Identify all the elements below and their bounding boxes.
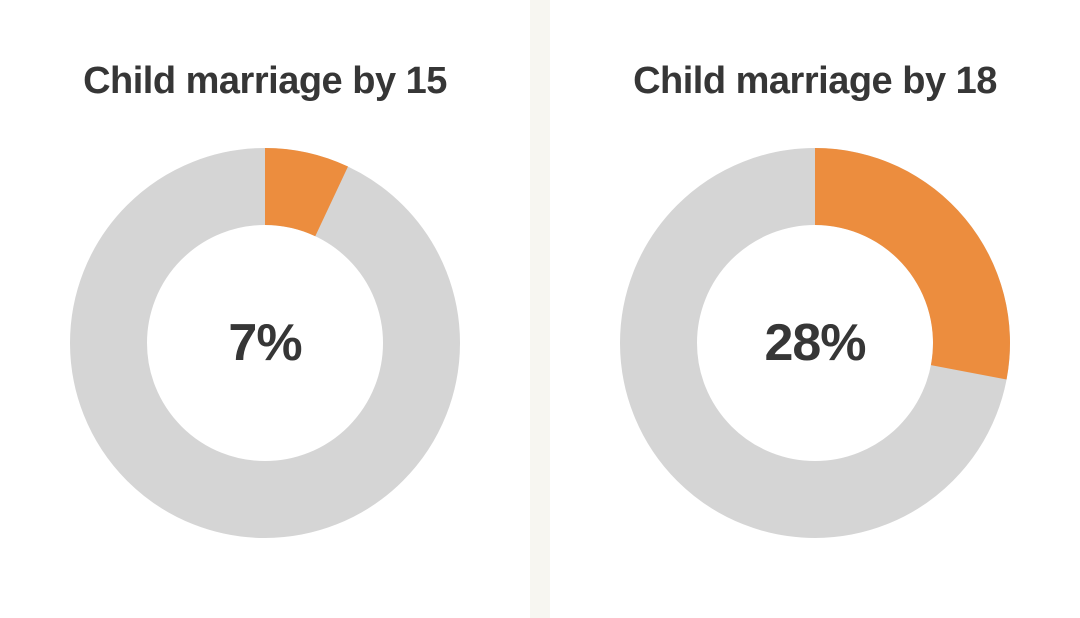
- panel-divider: [530, 0, 550, 618]
- panel-by-18: Child marriage by 18 28%: [550, 0, 1080, 618]
- panel-by-15: Child marriage by 15 7%: [0, 0, 530, 618]
- donut-value-by-15: 7%: [228, 313, 301, 373]
- panel-title-by-18: Child marriage by 18: [633, 60, 997, 103]
- donut-chart-by-18: 28%: [615, 143, 1015, 543]
- donut-value-by-18: 28%: [764, 313, 865, 373]
- panel-title-by-15: Child marriage by 15: [83, 60, 447, 103]
- donut-chart-by-15: 7%: [65, 143, 465, 543]
